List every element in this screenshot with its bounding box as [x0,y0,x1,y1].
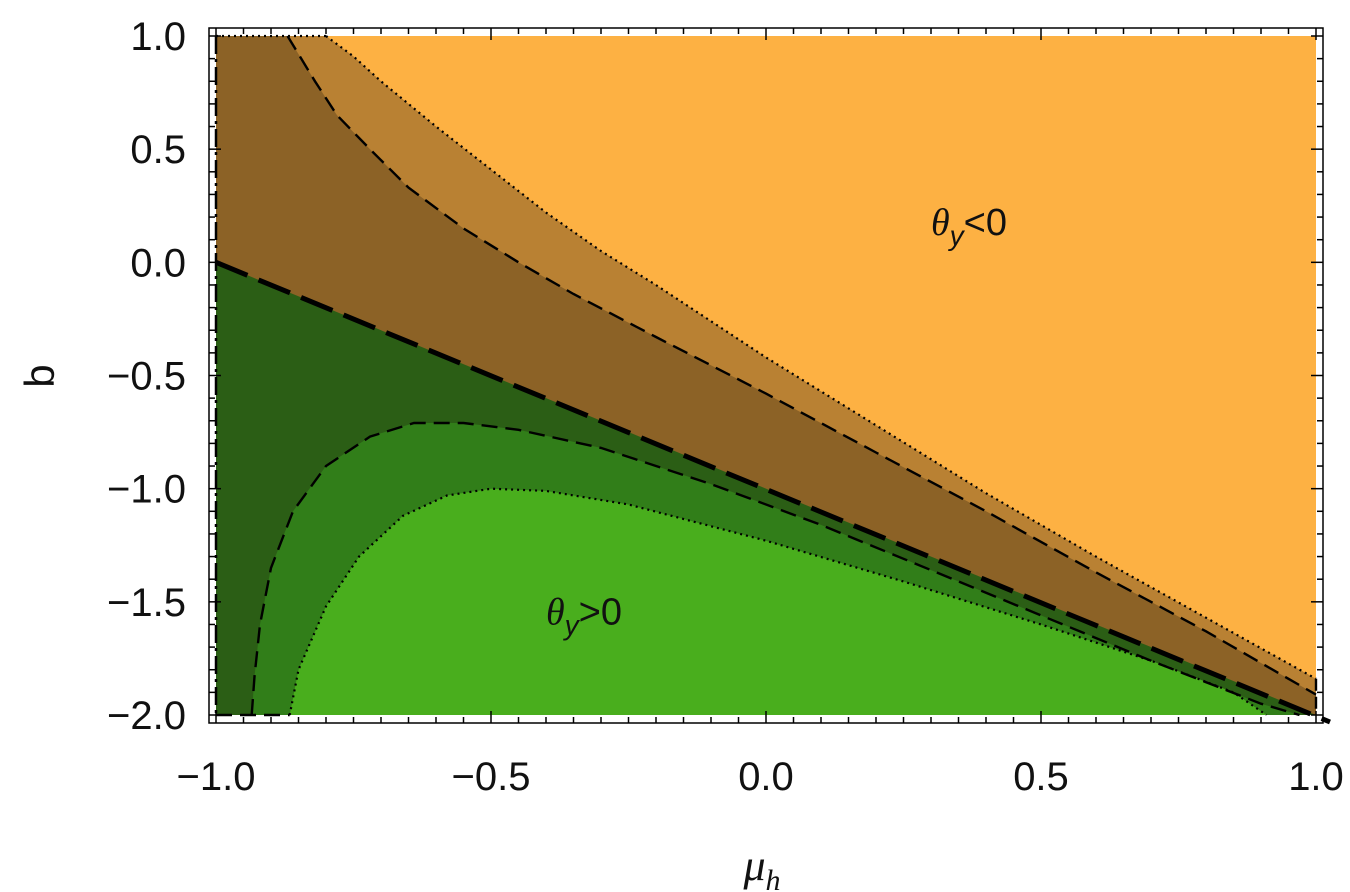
x-tick-label: −1.0 [177,755,256,799]
tick-labels: −1.0 −0.5 0.0 0.5 1.0 1.0 0.5 0.0 −0.5 −1.0 −1.5 −2… [107,15,1344,799]
x-axis-title-sub: h [766,864,781,892]
y-tick-label: 0.0 [130,241,186,285]
x-axis-title-main: μ [742,841,765,890]
annotation-theta-positive: θy>0 [546,591,622,640]
x-tick-label: 0.5 [1013,755,1069,799]
axis-ticks [209,28,1323,723]
y-axis-title: b [16,364,63,387]
x-tick-label: 1.0 [1288,755,1344,799]
region-green-light [289,488,1267,715]
annotation-theta-negative: θy<0 [931,202,1007,251]
x-tick-label: −0.5 [452,755,531,799]
x-axis-title: μh [742,841,780,892]
y-tick-label: 1.0 [130,15,186,59]
y-tick-label: −1.5 [107,581,186,625]
contour-regions [216,36,1316,715]
x-tick-label: 0.0 [738,755,794,799]
green-contour-dashed-0 [250,421,1300,717]
y-tick-label: −2.0 [107,694,186,738]
contour-lines [214,34,1331,725]
boundary-line [215,260,1331,725]
y-tick-label: 0.5 [130,128,186,172]
y-tick-label: −0.5 [107,355,186,399]
orange-contour-dashed-0 [286,35,1317,696]
y-tick-label: −1.0 [107,468,186,512]
green-contour-dotted-1 [288,487,1268,716]
